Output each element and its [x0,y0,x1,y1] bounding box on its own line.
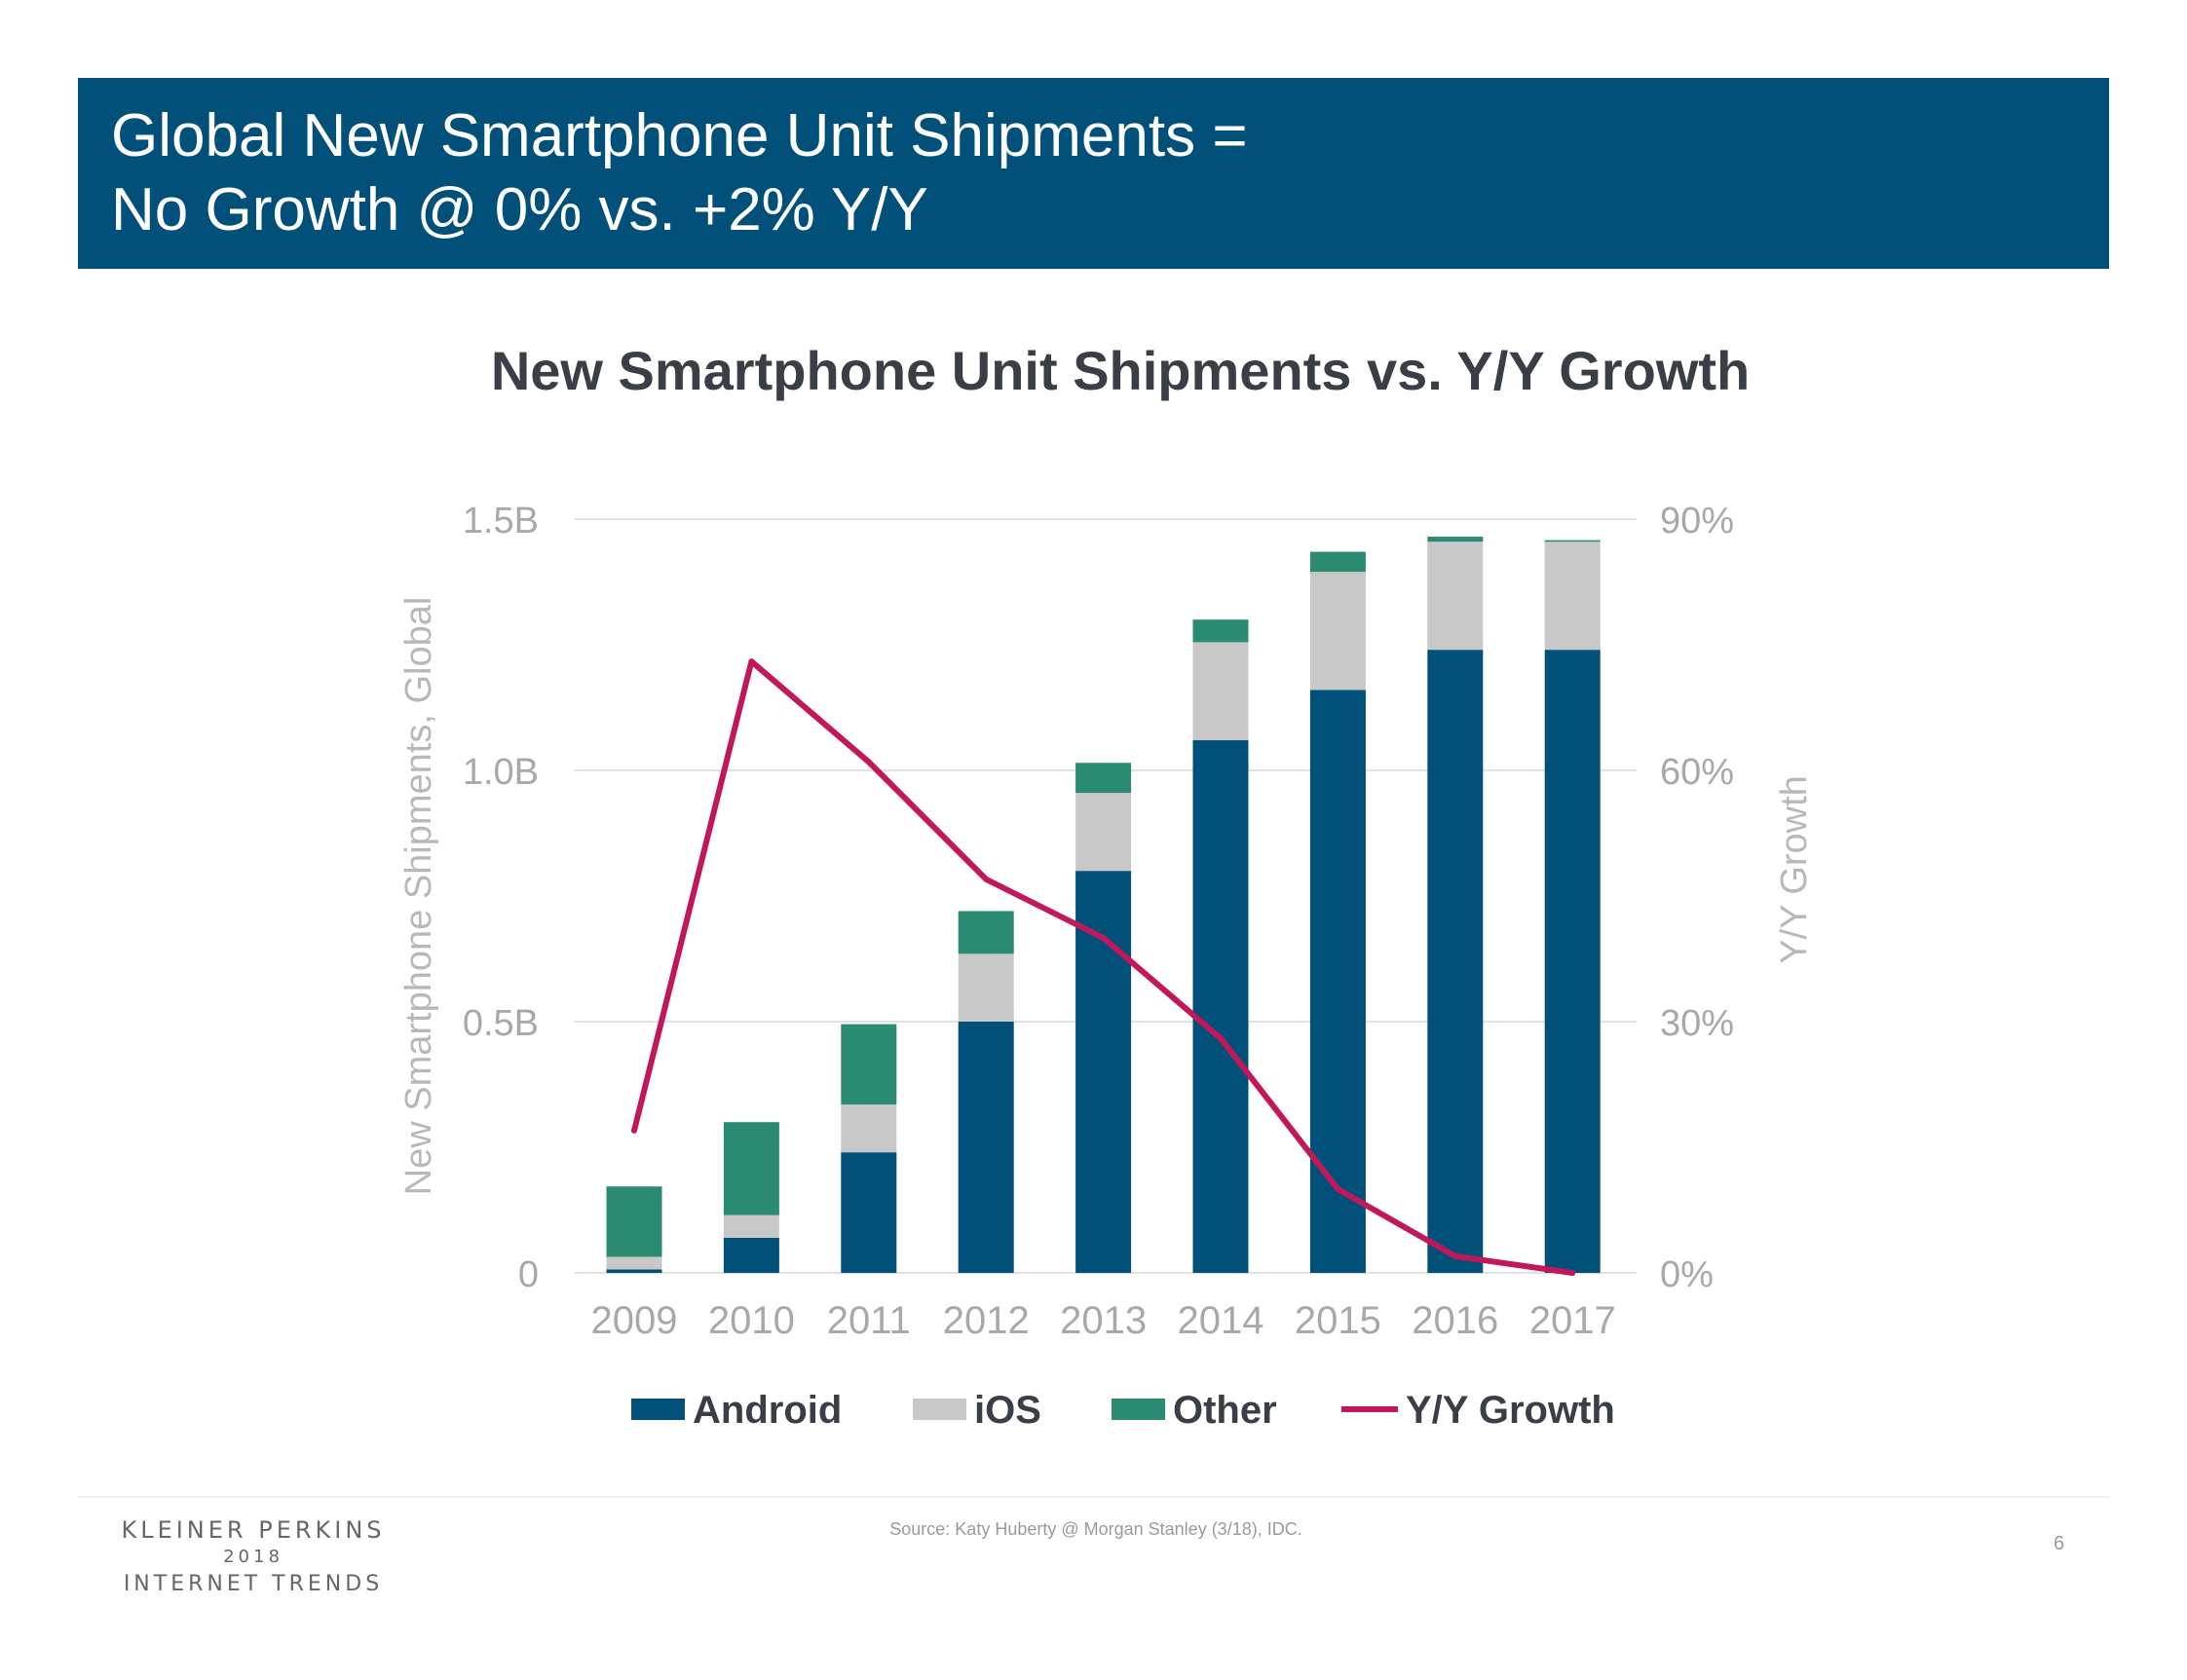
x-tick-2014: 2014 [1178,1299,1264,1342]
bar-ios-2012 [958,953,1014,1022]
growth-point-2016 [1452,1252,1458,1259]
bar-android-2012 [958,1022,1014,1273]
x-tick-2017: 2017 [1529,1299,1616,1342]
header-title-line-2: No Growth @ 0% vs. +2% Y/Y [111,176,928,243]
source-note: Source: Katy Huberty @ Morgan Stanley (3… [889,1519,1302,1539]
legend-label-ios: iOS [974,1389,1041,1432]
bar-android-2009 [606,1269,662,1273]
bar-ios-2014 [1192,642,1249,741]
legend-label-yygrowth: Y/Y Growth [1406,1389,1615,1432]
legend-label-other: Other [1173,1389,1277,1432]
bar-ios-2015 [1309,572,1366,691]
bar-ios-2009 [606,1256,662,1270]
legend-swatch-other [1112,1399,1165,1420]
bar-android-2017 [1544,650,1601,1273]
bar-other-2011 [841,1024,897,1105]
bar-other-2016 [1427,537,1484,542]
x-tick-2010: 2010 [708,1299,795,1342]
header-banner: Global New Smartphone Unit Shipments = N… [78,78,2109,269]
bar-ios-2011 [841,1104,897,1153]
bar-other-2013 [1075,763,1132,794]
bar-other-2010 [723,1122,779,1215]
footer-divider [78,1496,2109,1498]
y-tick-left-1: 0.5B [463,1003,539,1044]
brand-report: INTERNET TRENDS [123,1572,384,1596]
legend-label-android: Android [693,1389,842,1432]
growth-point-2015 [1335,1186,1341,1192]
page-number: 6 [2054,1533,2065,1554]
header-title-line-1: Global New Smartphone Unit Shipments = [111,102,1248,169]
y-axis-title-right: Y/Y Growth [1774,775,1815,964]
x-tick-2016: 2016 [1412,1299,1498,1342]
y-tick-left-3: 1.5B [463,501,539,541]
growth-point-2013 [1100,935,1107,941]
bar-other-2014 [1192,619,1249,643]
bar-other-2015 [1309,551,1366,573]
growth-point-2009 [631,1127,637,1134]
x-tick-2009: 2009 [591,1299,678,1342]
y-tick-left-0: 0 [518,1254,539,1295]
y-tick-right-0: 0% [1660,1254,1714,1295]
growth-point-2012 [983,876,990,882]
bar-ios-2010 [723,1214,779,1238]
legend-swatch-android [631,1399,685,1420]
legend-swatch-ios [913,1399,966,1420]
bar-android-2014 [1192,740,1249,1273]
y-axis-title-left: New Smartphone Shipments, Global [398,597,439,1196]
growth-point-2014 [1218,1035,1224,1042]
bar-other-2009 [606,1186,662,1257]
bar-ios-2016 [1427,541,1484,651]
x-tick-2015: 2015 [1295,1299,1381,1342]
chart-title: New Smartphone Unit Shipments vs. Y/Y Gr… [490,340,1751,401]
bar-android-2010 [723,1237,779,1273]
bar-android-2011 [841,1152,897,1273]
bar-ios-2017 [1544,541,1601,651]
y-tick-right-1: 30% [1660,1003,1734,1044]
y-tick-right-2: 60% [1660,752,1734,793]
bar-android-2016 [1427,650,1484,1273]
bar-android-2015 [1309,690,1366,1273]
brand-logo: KLEINER PERKINS 2018 INTERNET TRENDS [97,1515,409,1599]
y-tick-left-2: 1.0B [463,752,539,793]
x-tick-2011: 2011 [827,1299,911,1342]
growth-point-2017 [1569,1270,1576,1276]
bar-ios-2013 [1075,793,1132,872]
brand-name: KLEINER PERKINS [121,1516,386,1544]
x-tick-2012: 2012 [943,1299,1030,1342]
growth-point-2011 [865,759,872,765]
y-tick-right-3: 90% [1660,501,1734,541]
x-tick-2013: 2013 [1060,1299,1147,1342]
brand-year: 2018 [223,1547,283,1567]
bar-other-2012 [958,911,1014,954]
bar-other-2017 [1544,540,1601,542]
growth-point-2010 [748,658,755,665]
